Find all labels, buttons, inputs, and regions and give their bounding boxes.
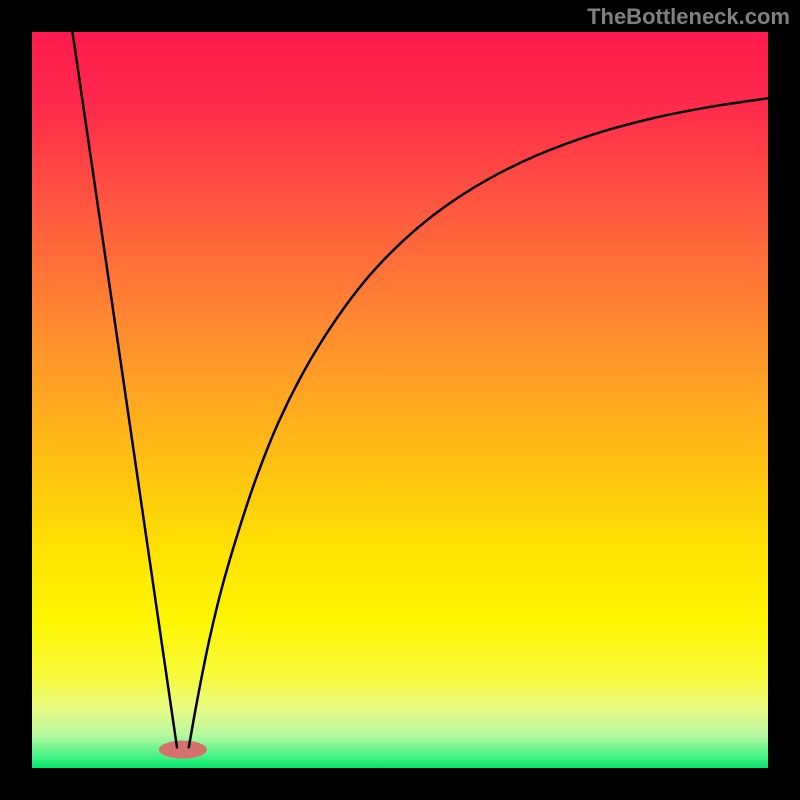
plot-gradient-background <box>32 32 768 768</box>
chart-svg <box>0 0 800 800</box>
bottleneck-chart: TheBottleneck.com <box>0 0 800 800</box>
curve-minimum-marker <box>159 741 207 759</box>
watermark-text: TheBottleneck.com <box>587 4 790 30</box>
